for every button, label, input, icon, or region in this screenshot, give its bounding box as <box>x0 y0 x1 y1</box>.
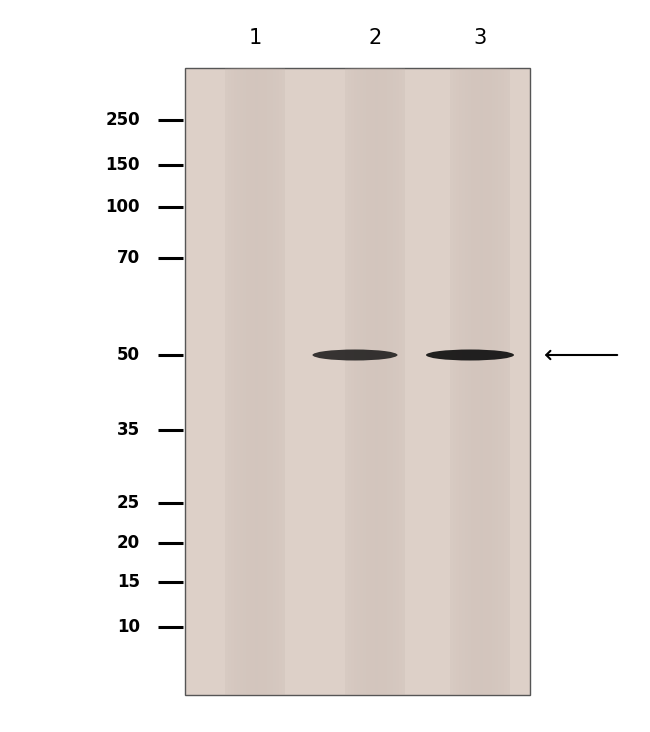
Bar <box>240 68 243 695</box>
Bar <box>507 68 510 695</box>
Text: 20: 20 <box>117 534 140 552</box>
Bar <box>276 68 279 695</box>
Bar <box>258 68 261 695</box>
Bar <box>381 68 384 695</box>
Bar <box>492 68 495 695</box>
Bar <box>354 68 357 695</box>
Bar <box>450 68 453 695</box>
Bar <box>384 68 387 695</box>
Bar <box>369 68 372 695</box>
Text: 35: 35 <box>117 421 140 439</box>
Bar <box>185 68 530 695</box>
Bar <box>234 68 237 695</box>
Bar <box>495 68 498 695</box>
Text: 25: 25 <box>117 494 140 512</box>
Bar <box>471 68 474 695</box>
Bar <box>363 68 366 695</box>
Text: 150: 150 <box>105 156 140 174</box>
Bar <box>453 68 456 695</box>
Bar <box>402 68 405 695</box>
Bar <box>393 68 396 695</box>
Bar <box>399 68 402 695</box>
Bar <box>498 68 501 695</box>
Bar <box>480 68 483 695</box>
Bar <box>459 68 462 695</box>
Bar <box>282 68 285 695</box>
Bar <box>504 68 507 695</box>
Bar <box>375 68 378 695</box>
Bar <box>366 68 369 695</box>
Bar <box>372 68 375 695</box>
Text: 1: 1 <box>248 28 261 48</box>
Bar <box>465 68 468 695</box>
Bar <box>273 68 276 695</box>
Bar <box>396 68 399 695</box>
Text: 100: 100 <box>105 198 140 216</box>
Bar <box>477 68 480 695</box>
Text: 2: 2 <box>369 28 382 48</box>
Bar <box>249 68 252 695</box>
Bar <box>348 68 351 695</box>
Bar <box>228 68 231 695</box>
Text: 15: 15 <box>117 573 140 591</box>
Bar <box>351 68 354 695</box>
Bar <box>501 68 504 695</box>
Bar <box>255 68 258 695</box>
Bar <box>261 68 264 695</box>
Bar <box>225 68 228 695</box>
Bar <box>474 68 477 695</box>
Text: 50: 50 <box>117 346 140 364</box>
Bar <box>243 68 246 695</box>
Bar <box>387 68 390 695</box>
Bar <box>252 68 255 695</box>
Bar <box>231 68 234 695</box>
Bar <box>246 68 249 695</box>
Bar <box>489 68 492 695</box>
Ellipse shape <box>426 349 514 360</box>
Bar <box>345 68 348 695</box>
Bar <box>456 68 459 695</box>
Bar <box>483 68 486 695</box>
Bar <box>267 68 270 695</box>
Bar <box>360 68 363 695</box>
Bar <box>486 68 489 695</box>
Bar <box>462 68 465 695</box>
Bar <box>264 68 267 695</box>
Bar <box>270 68 273 695</box>
Text: 70: 70 <box>117 249 140 267</box>
Text: 250: 250 <box>105 111 140 129</box>
Bar <box>279 68 282 695</box>
Bar <box>357 68 360 695</box>
Bar <box>468 68 471 695</box>
Text: 10: 10 <box>117 618 140 636</box>
Ellipse shape <box>313 349 398 360</box>
Bar <box>390 68 393 695</box>
Bar <box>378 68 381 695</box>
Bar <box>237 68 240 695</box>
Text: 3: 3 <box>473 28 487 48</box>
